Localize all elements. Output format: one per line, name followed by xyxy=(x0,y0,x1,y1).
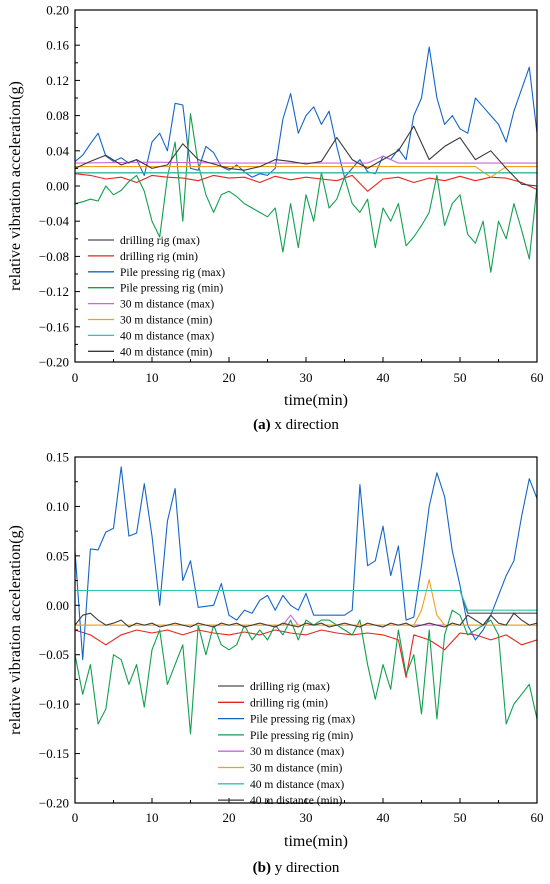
series-line-4 xyxy=(75,113,537,273)
series-line-6 xyxy=(75,166,537,178)
y-tick-label: −0.15 xyxy=(39,746,69,761)
y-tick-label: −0.08 xyxy=(39,249,69,264)
x-tick-label: 10 xyxy=(146,370,159,385)
panel-caption-label: (b) xyxy=(253,860,271,876)
y-tick-label: −0.20 xyxy=(39,355,69,370)
x-tick-label: 60 xyxy=(531,810,544,825)
y-tick-label: 0.15 xyxy=(46,450,69,465)
series-line-4 xyxy=(75,609,537,735)
y-tick-label: 0.08 xyxy=(46,108,69,123)
legend-label: 30 m distance (min) xyxy=(250,763,342,775)
x-axis-title: time(min) xyxy=(284,833,348,850)
legend-label: 40 m distance (max) xyxy=(250,779,344,791)
y-tick-label: −0.10 xyxy=(39,697,69,712)
series-lines xyxy=(75,466,537,735)
x-tick-label: 40 xyxy=(377,370,390,385)
panel-caption-text: x direction xyxy=(271,417,340,433)
panel-caption: (a) x direction xyxy=(253,417,339,433)
x-tick-label: 40 xyxy=(377,810,390,825)
y-tick-label: −0.04 xyxy=(39,214,70,229)
y-tick-label: −0.16 xyxy=(39,319,70,334)
legend-label: drilling rig (min) xyxy=(250,697,328,709)
y-tick-label: −0.05 xyxy=(39,647,69,662)
y-tick-label: 0.12 xyxy=(46,73,69,88)
x-tick-label: 20 xyxy=(223,370,236,385)
x-axis-title: time(min) xyxy=(284,392,348,409)
series-line-2 xyxy=(75,173,537,192)
panel-caption-label: (a) xyxy=(253,417,271,433)
y-tick-label: 0.00 xyxy=(46,179,69,194)
y-tick-label: 0.04 xyxy=(46,143,69,158)
panel-x-direction: 0 10 20 30 40 50 60 0.20 0.16 0.12 0.08 0.04 0.00 −0.… xyxy=(7,3,544,434)
legend-label: Pile pressing rig (max) xyxy=(250,714,355,726)
panel-caption: (b) y direction xyxy=(253,860,340,876)
y-tick-label: 0.16 xyxy=(46,38,69,53)
x-tick-label: 0 xyxy=(72,370,79,385)
legend: drilling rig (max) drilling rig (min) Pile… xyxy=(88,235,225,358)
legend-label: Pile pressing rig (min) xyxy=(250,730,353,742)
legend-label: 30 m distance (max) xyxy=(250,746,344,758)
series-line-8 xyxy=(75,125,537,187)
legend-label: 40 m distance (min) xyxy=(250,795,342,807)
series-line-3 xyxy=(75,46,537,178)
legend-label: 30 m distance (min) xyxy=(120,315,212,327)
series-line-6 xyxy=(75,579,537,626)
series-line-8 xyxy=(75,612,537,628)
legend-label: 40 m distance (min) xyxy=(120,346,212,358)
legend-label: drilling rig (max) xyxy=(250,681,330,693)
legend-label: 40 m distance (max) xyxy=(120,330,214,342)
x-tick-label: 30 xyxy=(300,370,313,385)
series-lines xyxy=(75,46,537,273)
y-tick-label: −0.12 xyxy=(39,284,69,299)
x-tick-label: 30 xyxy=(300,810,313,825)
legend-label: Pile pressing rig (min) xyxy=(120,283,223,295)
legend-label: 30 m distance (max) xyxy=(120,299,214,311)
series-line-5 xyxy=(75,155,537,164)
legend-label: Pile pressing rig (max) xyxy=(120,267,225,279)
panel-y-direction: 0 10 20 30 40 50 60 0.15 0.10 0.05 0.00 −0.05 −0.10 −… xyxy=(7,450,544,877)
legend: drilling rig (max) drilling rig (min) Pile… xyxy=(218,681,355,807)
legend-label: drilling rig (max) xyxy=(120,235,200,247)
x-tick-label: 0 xyxy=(72,810,79,825)
y-tick-label: 0.05 xyxy=(46,548,69,563)
y-tick-label: 0.20 xyxy=(46,3,69,18)
y-axis-title: relative vibration acceleration(g) xyxy=(7,81,24,291)
legend-label: drilling rig (min) xyxy=(120,251,198,263)
x-tick-label: 50 xyxy=(454,810,467,825)
series-line-2 xyxy=(75,629,537,679)
y-axis-title: relative vibration acceleration(g) xyxy=(7,525,24,735)
series-line-7 xyxy=(75,589,537,611)
y-tick-label: 0.00 xyxy=(46,598,69,613)
x-tick-label: 10 xyxy=(146,810,159,825)
y-tick-label: 0.10 xyxy=(46,499,69,514)
panel-caption-text: y direction xyxy=(271,860,340,876)
x-tick-label: 50 xyxy=(454,370,467,385)
y-tick-label: −0.20 xyxy=(39,796,69,811)
x-tick-label: 20 xyxy=(223,810,236,825)
series-line-3 xyxy=(75,466,537,661)
x-tick-label: 60 xyxy=(531,370,544,385)
